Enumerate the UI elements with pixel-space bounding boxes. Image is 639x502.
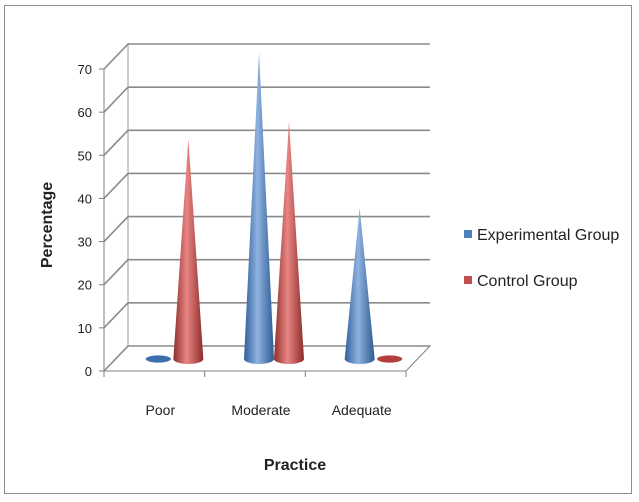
legend-label-experimental: Experimental Group bbox=[477, 227, 619, 244]
x-tick-label: Poor bbox=[146, 402, 176, 418]
cone-experimental-group bbox=[244, 52, 274, 364]
x-tick-label: Moderate bbox=[231, 402, 290, 418]
gridline bbox=[103, 43, 430, 70]
x-axis-labels: Poor Moderate Adequate bbox=[103, 371, 407, 418]
gridline bbox=[103, 215, 430, 243]
gridline bbox=[103, 86, 430, 113]
gridline bbox=[103, 172, 430, 199]
legend-label-control: Control Group bbox=[477, 273, 578, 290]
x-axis-title: Practice bbox=[264, 457, 326, 474]
gridline bbox=[103, 129, 430, 156]
gridlines bbox=[103, 43, 430, 372]
y-tick-label: 0 bbox=[85, 364, 92, 379]
data-cones bbox=[144, 52, 404, 365]
cone-control-group bbox=[274, 121, 304, 365]
gridline bbox=[103, 345, 430, 372]
legend-swatch-control bbox=[464, 276, 472, 284]
y-axis-ticks: 0 10 20 30 40 50 60 70 bbox=[78, 62, 105, 379]
y-tick-label: 30 bbox=[78, 235, 92, 250]
y-tick-label: 10 bbox=[78, 321, 92, 336]
gridline bbox=[103, 258, 430, 286]
y-tick-label: 50 bbox=[78, 148, 92, 163]
gridline bbox=[103, 302, 430, 329]
y-tick-label: 70 bbox=[78, 62, 92, 77]
y-tick-label: 60 bbox=[78, 105, 92, 120]
cone-base-control-group bbox=[376, 354, 404, 364]
y-tick-label: 40 bbox=[78, 191, 92, 206]
x-tick-label: Adequate bbox=[332, 402, 392, 418]
y-axis-title: Percentage bbox=[39, 182, 56, 268]
side-wall bbox=[103, 42, 129, 373]
y-tick-label: 20 bbox=[78, 278, 92, 293]
cone-control-group bbox=[173, 138, 204, 364]
legend: Experimental Group Control Group bbox=[464, 227, 619, 290]
cone-experimental-group bbox=[344, 207, 375, 364]
legend-swatch-experimental bbox=[464, 230, 472, 238]
cone-base-experimental-group bbox=[144, 354, 172, 364]
